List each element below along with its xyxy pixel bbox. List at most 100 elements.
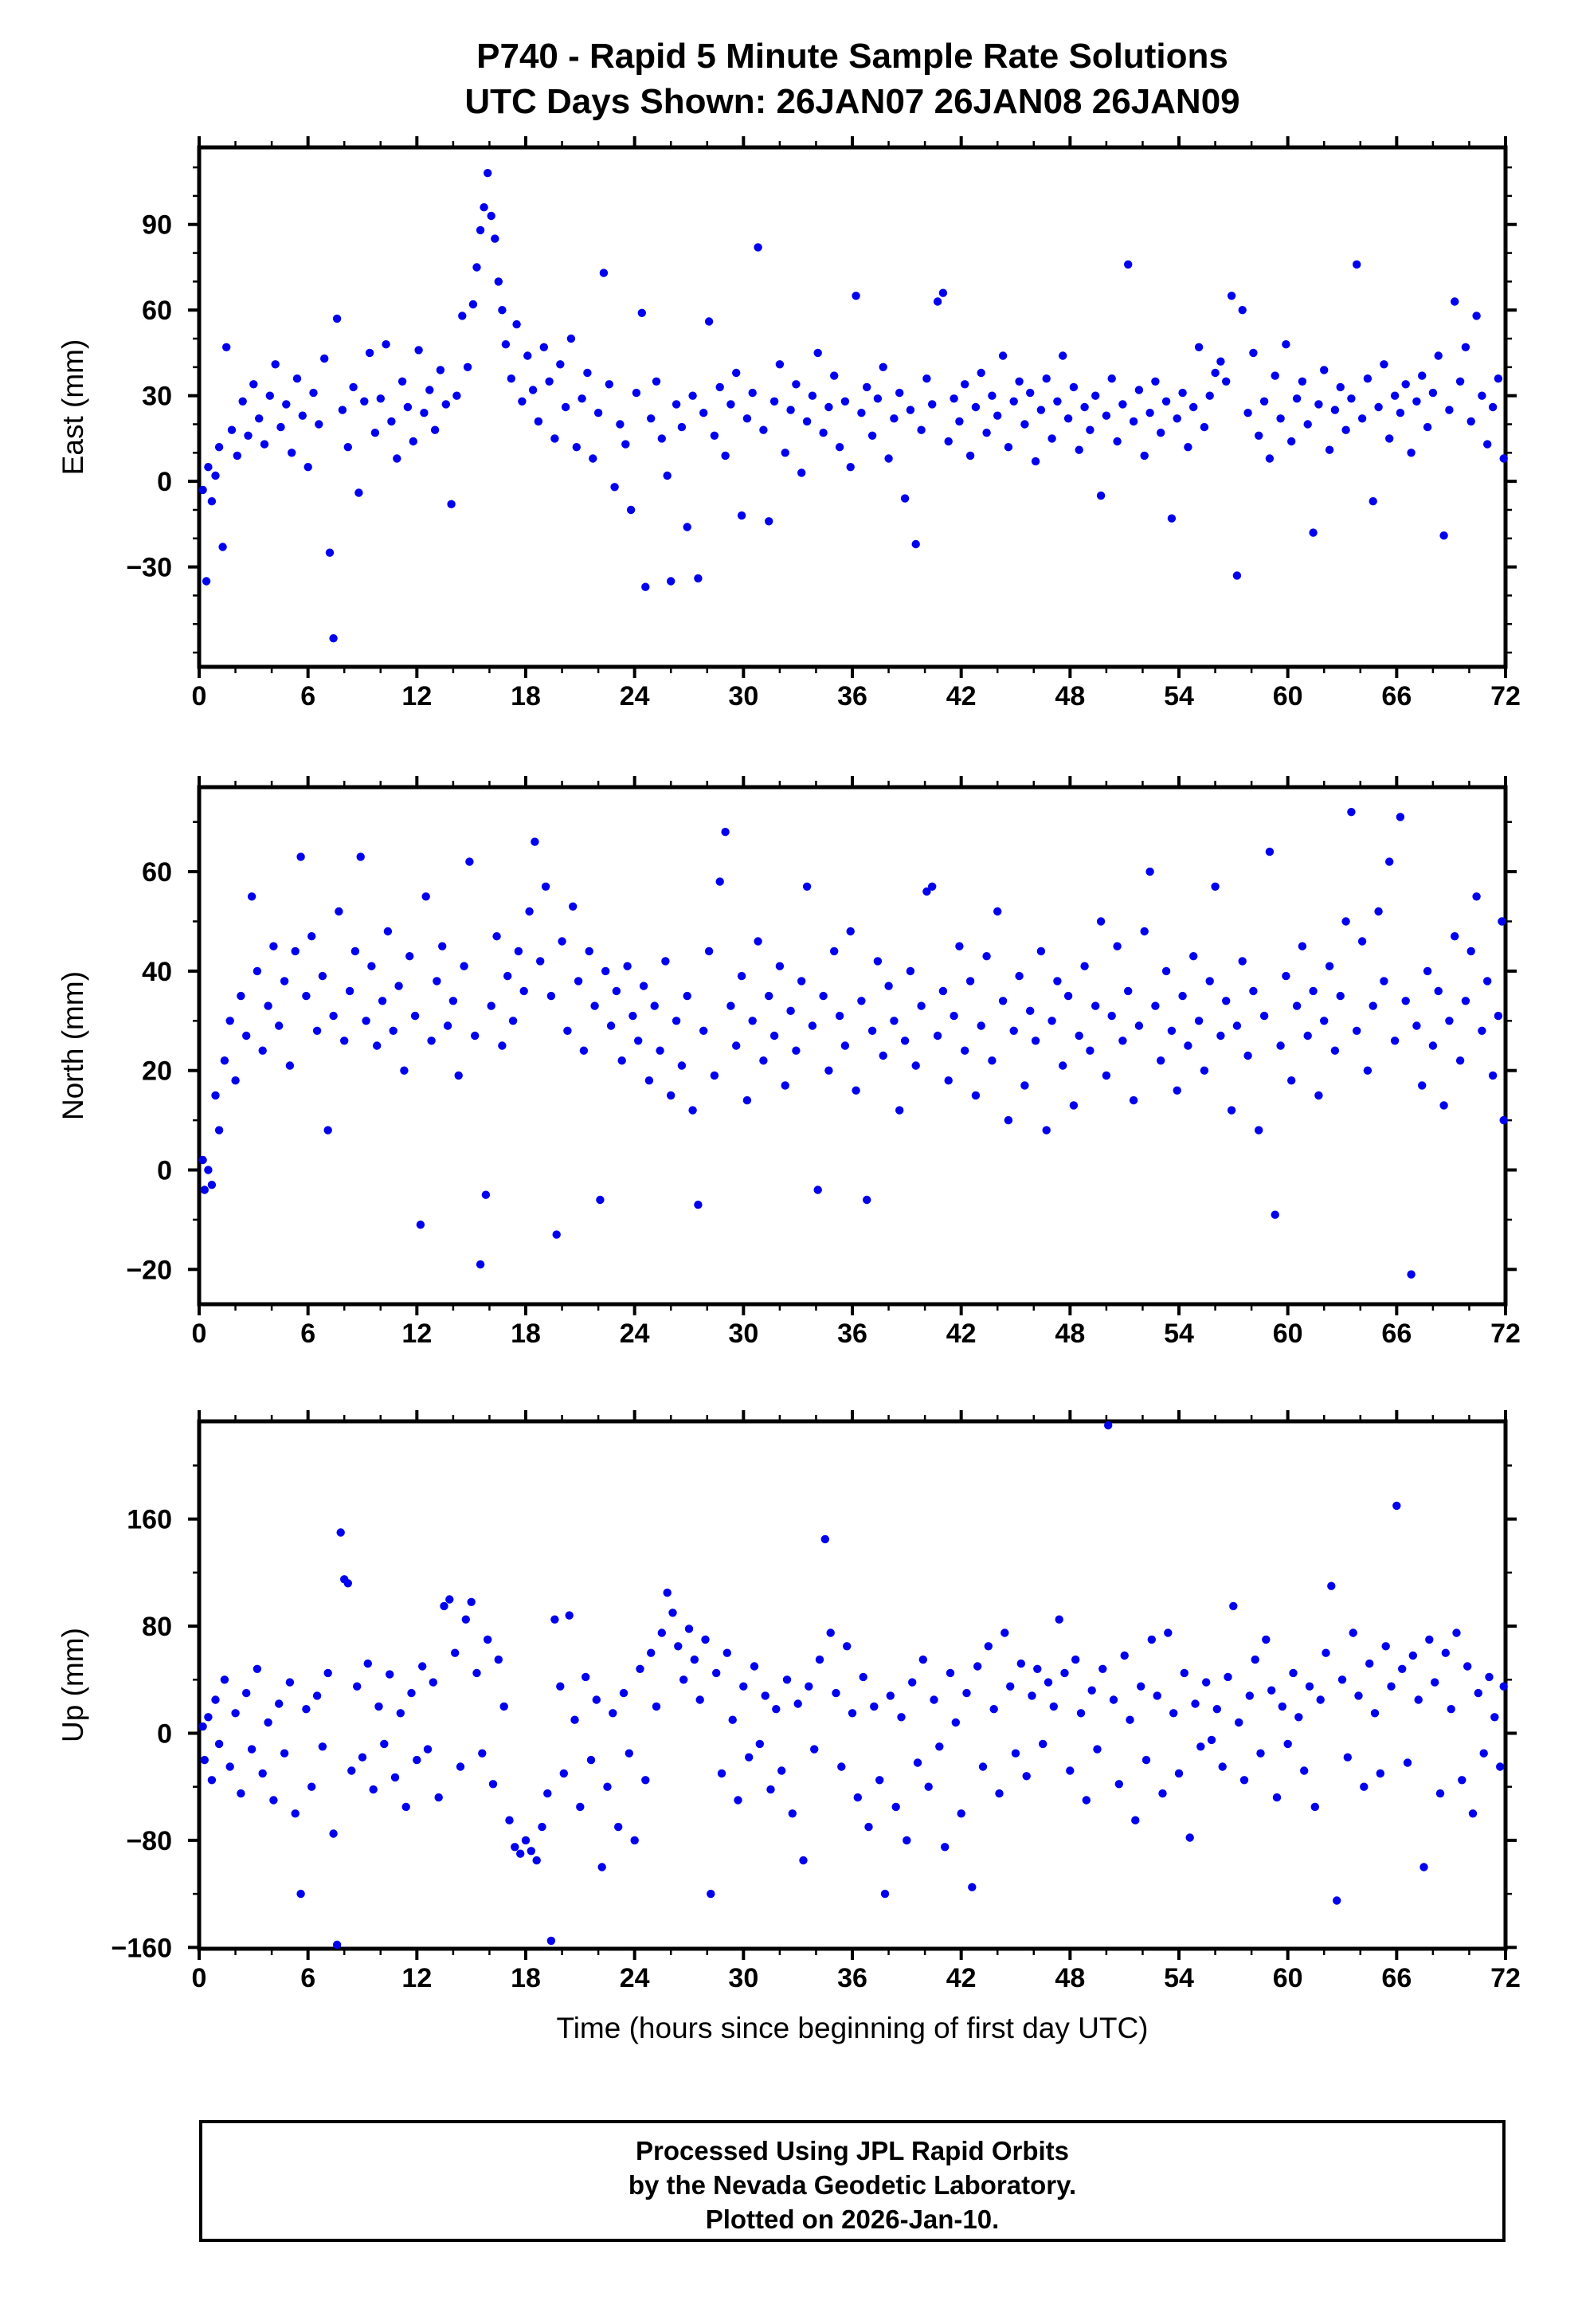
data-point	[852, 1086, 860, 1095]
data-point	[1412, 397, 1421, 406]
data-point	[1238, 957, 1247, 966]
data-point	[1434, 986, 1443, 996]
data-point	[707, 1889, 715, 1899]
data-point	[514, 946, 523, 956]
data-point	[347, 1766, 356, 1775]
data-point	[1212, 1705, 1222, 1714]
y-tick-label: 60	[142, 857, 172, 888]
x-tick-label: 0	[192, 1319, 207, 1349]
data-point	[781, 1081, 789, 1090]
data-point	[623, 962, 632, 970]
data-point	[639, 982, 648, 990]
data-point	[1249, 986, 1258, 996]
data-point	[965, 977, 975, 986]
data-point	[458, 312, 467, 320]
data-point	[218, 543, 227, 551]
data-point	[421, 892, 430, 901]
x-tick-label: 42	[946, 1319, 977, 1349]
data-point	[867, 1026, 877, 1036]
data-point	[572, 443, 581, 452]
data-point	[1385, 434, 1394, 443]
y-tick-label: 160	[127, 1505, 172, 1535]
data-point	[448, 997, 458, 1005]
data-point	[748, 388, 757, 398]
data-point	[1205, 391, 1214, 400]
data-point	[852, 292, 860, 300]
data-point	[1091, 391, 1100, 400]
data-point	[957, 1809, 965, 1818]
data-point	[663, 471, 672, 480]
data-point	[468, 300, 478, 309]
data-point	[1407, 449, 1416, 457]
data-point	[891, 1802, 900, 1812]
data-point	[1282, 340, 1290, 349]
data-point	[1184, 1041, 1192, 1050]
data-point	[389, 1026, 397, 1036]
data-point	[436, 366, 445, 374]
data-point	[382, 340, 390, 349]
data-point	[558, 937, 566, 946]
data-point	[846, 463, 855, 472]
x-tick-label: 24	[620, 1963, 650, 1993]
data-point	[750, 1662, 759, 1671]
data-point	[1000, 1628, 1009, 1637]
data-point	[370, 429, 380, 437]
data-point	[863, 382, 871, 392]
data-point	[853, 1793, 863, 1802]
data-point	[1087, 1686, 1096, 1695]
data-point	[1401, 380, 1410, 389]
x-tick-label: 0	[192, 681, 207, 711]
data-point	[840, 397, 850, 406]
data-point	[409, 437, 417, 446]
data-point	[995, 1789, 1004, 1798]
data-point	[1249, 348, 1258, 358]
data-point	[285, 1061, 295, 1070]
data-point	[394, 982, 403, 990]
x-tick-label: 24	[620, 1319, 650, 1349]
data-point	[550, 434, 559, 443]
data-point	[275, 1699, 284, 1708]
data-point	[1026, 1006, 1035, 1016]
data-point	[244, 431, 253, 440]
data-point	[652, 1702, 661, 1711]
data-point	[810, 1745, 819, 1754]
data-point	[1102, 1071, 1111, 1080]
data-point	[688, 391, 697, 400]
data-point	[1167, 514, 1177, 523]
data-point	[988, 1056, 997, 1065]
data-point	[688, 1106, 697, 1115]
data-point	[1169, 1709, 1178, 1718]
data-point	[1310, 1802, 1320, 1812]
data-point	[1262, 1635, 1271, 1644]
data-point	[699, 409, 708, 417]
data-point	[593, 409, 603, 417]
data-point	[1419, 1863, 1428, 1871]
data-point	[1320, 1017, 1329, 1025]
data-point	[1151, 377, 1160, 386]
data-point	[454, 1071, 463, 1080]
data-point	[748, 1017, 757, 1025]
footer-line3: Plotted on 2026-Jan-10.	[705, 2204, 1000, 2234]
data-point	[589, 454, 597, 463]
data-point	[276, 422, 285, 432]
data-point	[1157, 1056, 1165, 1065]
data-point	[1129, 417, 1138, 426]
data-point	[1496, 1762, 1505, 1771]
data-point	[694, 574, 703, 583]
data-point	[1076, 1709, 1086, 1718]
data-point	[356, 852, 365, 861]
data-point	[491, 234, 499, 243]
data-point	[546, 1936, 556, 1946]
data-point	[494, 1655, 503, 1664]
data-point	[1060, 1668, 1069, 1678]
data-point	[433, 977, 441, 986]
x-tick-label: 12	[401, 681, 432, 711]
data-point	[275, 1021, 284, 1030]
data-point	[434, 1793, 443, 1802]
data-point	[1365, 1659, 1374, 1668]
data-point	[543, 1789, 552, 1798]
data-point	[1235, 1718, 1243, 1727]
data-point	[769, 1031, 779, 1041]
data-point	[1174, 1769, 1184, 1778]
data-point	[911, 1061, 920, 1070]
